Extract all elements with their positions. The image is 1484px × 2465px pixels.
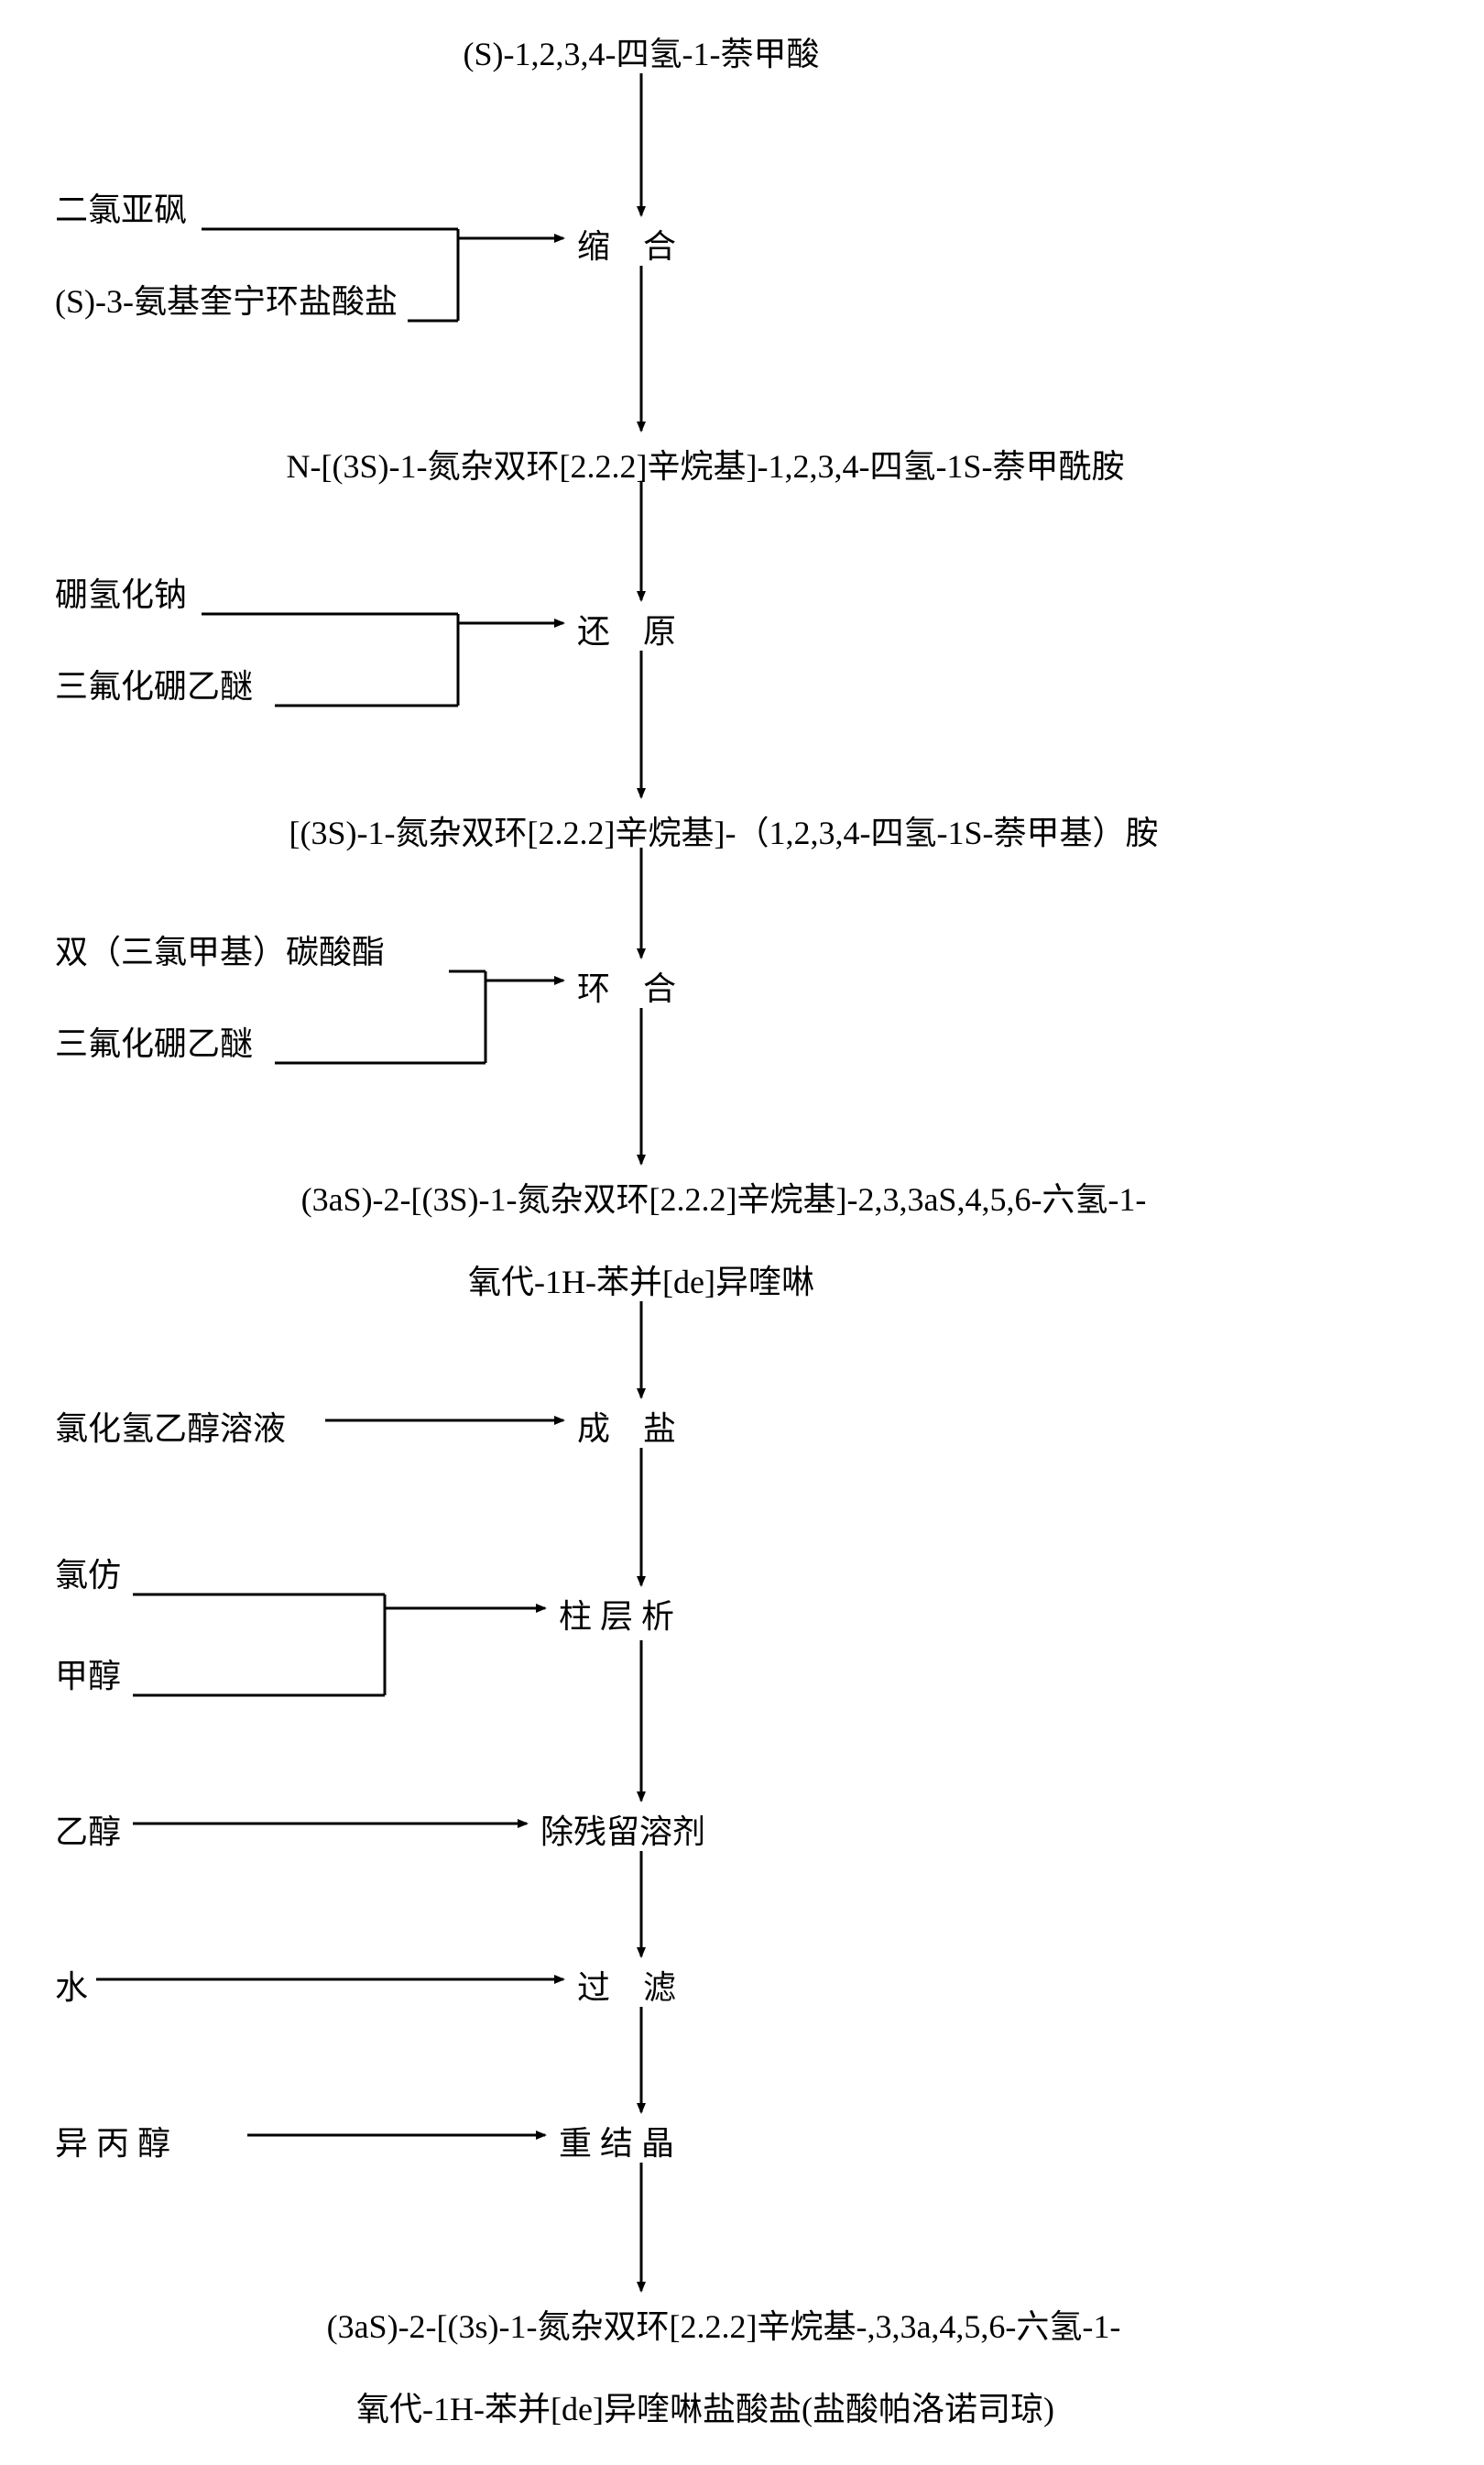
intermediate-2: [(3S)-1-氮杂双环[2.2.2]辛烷基]-（1,2,3,4-四氢-1S-萘…	[289, 806, 1159, 854]
intermediate-1: N-[(3S)-1-氮杂双环[2.2.2]辛烷基]-1,2,3,4-四氢-1S-…	[287, 440, 1125, 488]
final-line2: 氧代-1H-苯并[de]异喹啉盐酸盐(盐酸帕洛诺司琼)	[356, 2383, 1054, 2430]
step3-input-1: 双（三氯甲基）碳酸酯	[55, 926, 385, 973]
step5-input-1: 氯仿	[55, 1549, 121, 1596]
step6-input-1: 乙醇	[55, 1805, 121, 1853]
step6-label: 除残留溶剂	[540, 1805, 705, 1853]
step5-input-2: 甲醇	[55, 1649, 121, 1697]
step2-label: 还 原	[577, 605, 676, 652]
step4-input-1: 氯化氢乙醇溶液	[55, 1402, 286, 1450]
final-line1: (3aS)-2-[(3s)-1-氮杂双环[2.2.2]辛烷基-,3,3a,4,5…	[327, 2300, 1121, 2348]
step3-label: 环 合	[577, 962, 676, 1010]
intermediate-3-line1: (3aS)-2-[(3S)-1-氮杂双环[2.2.2]辛烷基]-2,3,3aS,…	[301, 1173, 1147, 1221]
step7-label: 过 滤	[577, 1961, 676, 2009]
flow-arrows	[0, 0, 1484, 2465]
step4-label: 成 盐	[577, 1402, 676, 1450]
step2-input-1: 硼氢化钠	[55, 568, 187, 616]
step8-input-1: 异 丙 醇	[55, 2117, 170, 2164]
step5-label: 柱 层 析	[559, 1590, 674, 1638]
step1-label: 缩 合	[577, 220, 676, 268]
step2-input-2: 三氟化硼乙醚	[55, 660, 253, 707]
step3-input-2: 三氟化硼乙醚	[55, 1017, 253, 1065]
intermediate-3-line2: 氧代-1H-苯并[de]异喹啉	[468, 1255, 814, 1303]
step1-input-1: 二氯亚砜	[55, 183, 187, 231]
start-compound: (S)-1,2,3,4-四氢-1-萘甲酸	[464, 27, 820, 75]
step7-input-1: 水	[55, 1961, 88, 2009]
step8-label: 重 结 晶	[559, 2117, 674, 2164]
step1-input-2: (S)-3-氨基奎宁环盐酸盐	[55, 275, 398, 323]
